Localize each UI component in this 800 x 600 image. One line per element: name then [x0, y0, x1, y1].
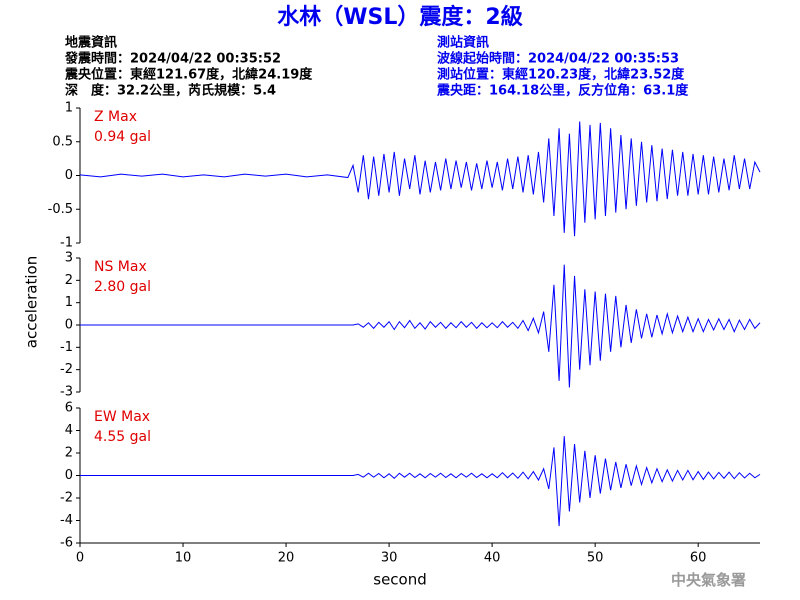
y-tick-label: -2: [60, 491, 73, 506]
waveform: [80, 264, 761, 388]
x-tick-label: 50: [587, 551, 604, 566]
y-tick-label: 0: [65, 168, 73, 183]
event-info: 地震資訊: [65, 35, 117, 51]
y-tick-label: 0: [65, 318, 73, 333]
waveform: [80, 436, 761, 527]
x-tick-label: 20: [278, 551, 295, 566]
y-tick-label: 4: [65, 423, 73, 438]
x-tick-label: 0: [76, 551, 84, 566]
station-info: 震央距：164.18公里，反方位角：63.1度: [436, 83, 689, 99]
event-info: 發震時間：2024/04/22 00:35:52: [64, 51, 281, 67]
max-name: EW Max: [94, 409, 150, 425]
station-info: 測站位置：東經120.23度，北緯23.52度: [437, 67, 685, 83]
x-tick-label: 60: [690, 551, 707, 566]
max-name: NS Max: [94, 259, 147, 275]
y-tick-label: 3: [65, 251, 73, 266]
title: 水林（WSL）震度：2級: [277, 4, 522, 30]
event-info: 震央位置：東經121.67度，北緯24.19度: [64, 67, 313, 83]
y-tick-label: -2: [60, 362, 73, 377]
y-tick-label: 2: [65, 273, 73, 288]
x-axis-label: second: [373, 571, 427, 589]
station-info: 波線起始時間：2024/04/22 00:35:53: [437, 51, 679, 67]
x-tick-label: 30: [381, 551, 398, 566]
y-tick-label: 1: [65, 101, 73, 116]
max-value: 0.94 gal: [94, 129, 151, 145]
y-tick-label: -0.5: [48, 202, 73, 217]
max-name: Z Max: [94, 109, 137, 125]
footer: 中央氣象署: [671, 571, 746, 589]
y-tick-label: -1: [60, 340, 73, 355]
max-value: 2.80 gal: [94, 279, 151, 295]
y-tick-label: 0.5: [52, 134, 73, 149]
event-info: 深 度：32.2公里，芮氏規模：5.4: [65, 83, 276, 99]
y-tick-label: 0: [65, 468, 73, 483]
y-tick-label: 6: [65, 401, 73, 416]
y-tick-label: -3: [60, 385, 73, 400]
y-tick-label: -6: [60, 536, 73, 551]
waveform: [79, 121, 761, 237]
y-tick-label: 2: [65, 446, 73, 461]
station-info: 測站資訊: [437, 35, 489, 51]
y-axis-label: acceleration: [23, 256, 41, 348]
max-value: 4.55 gal: [94, 429, 151, 445]
y-tick-label: 1: [65, 295, 73, 310]
x-tick-label: 10: [175, 551, 192, 566]
y-tick-label: -1: [60, 236, 73, 251]
x-tick-label: 40: [484, 551, 501, 566]
y-tick-label: -4: [60, 513, 73, 528]
